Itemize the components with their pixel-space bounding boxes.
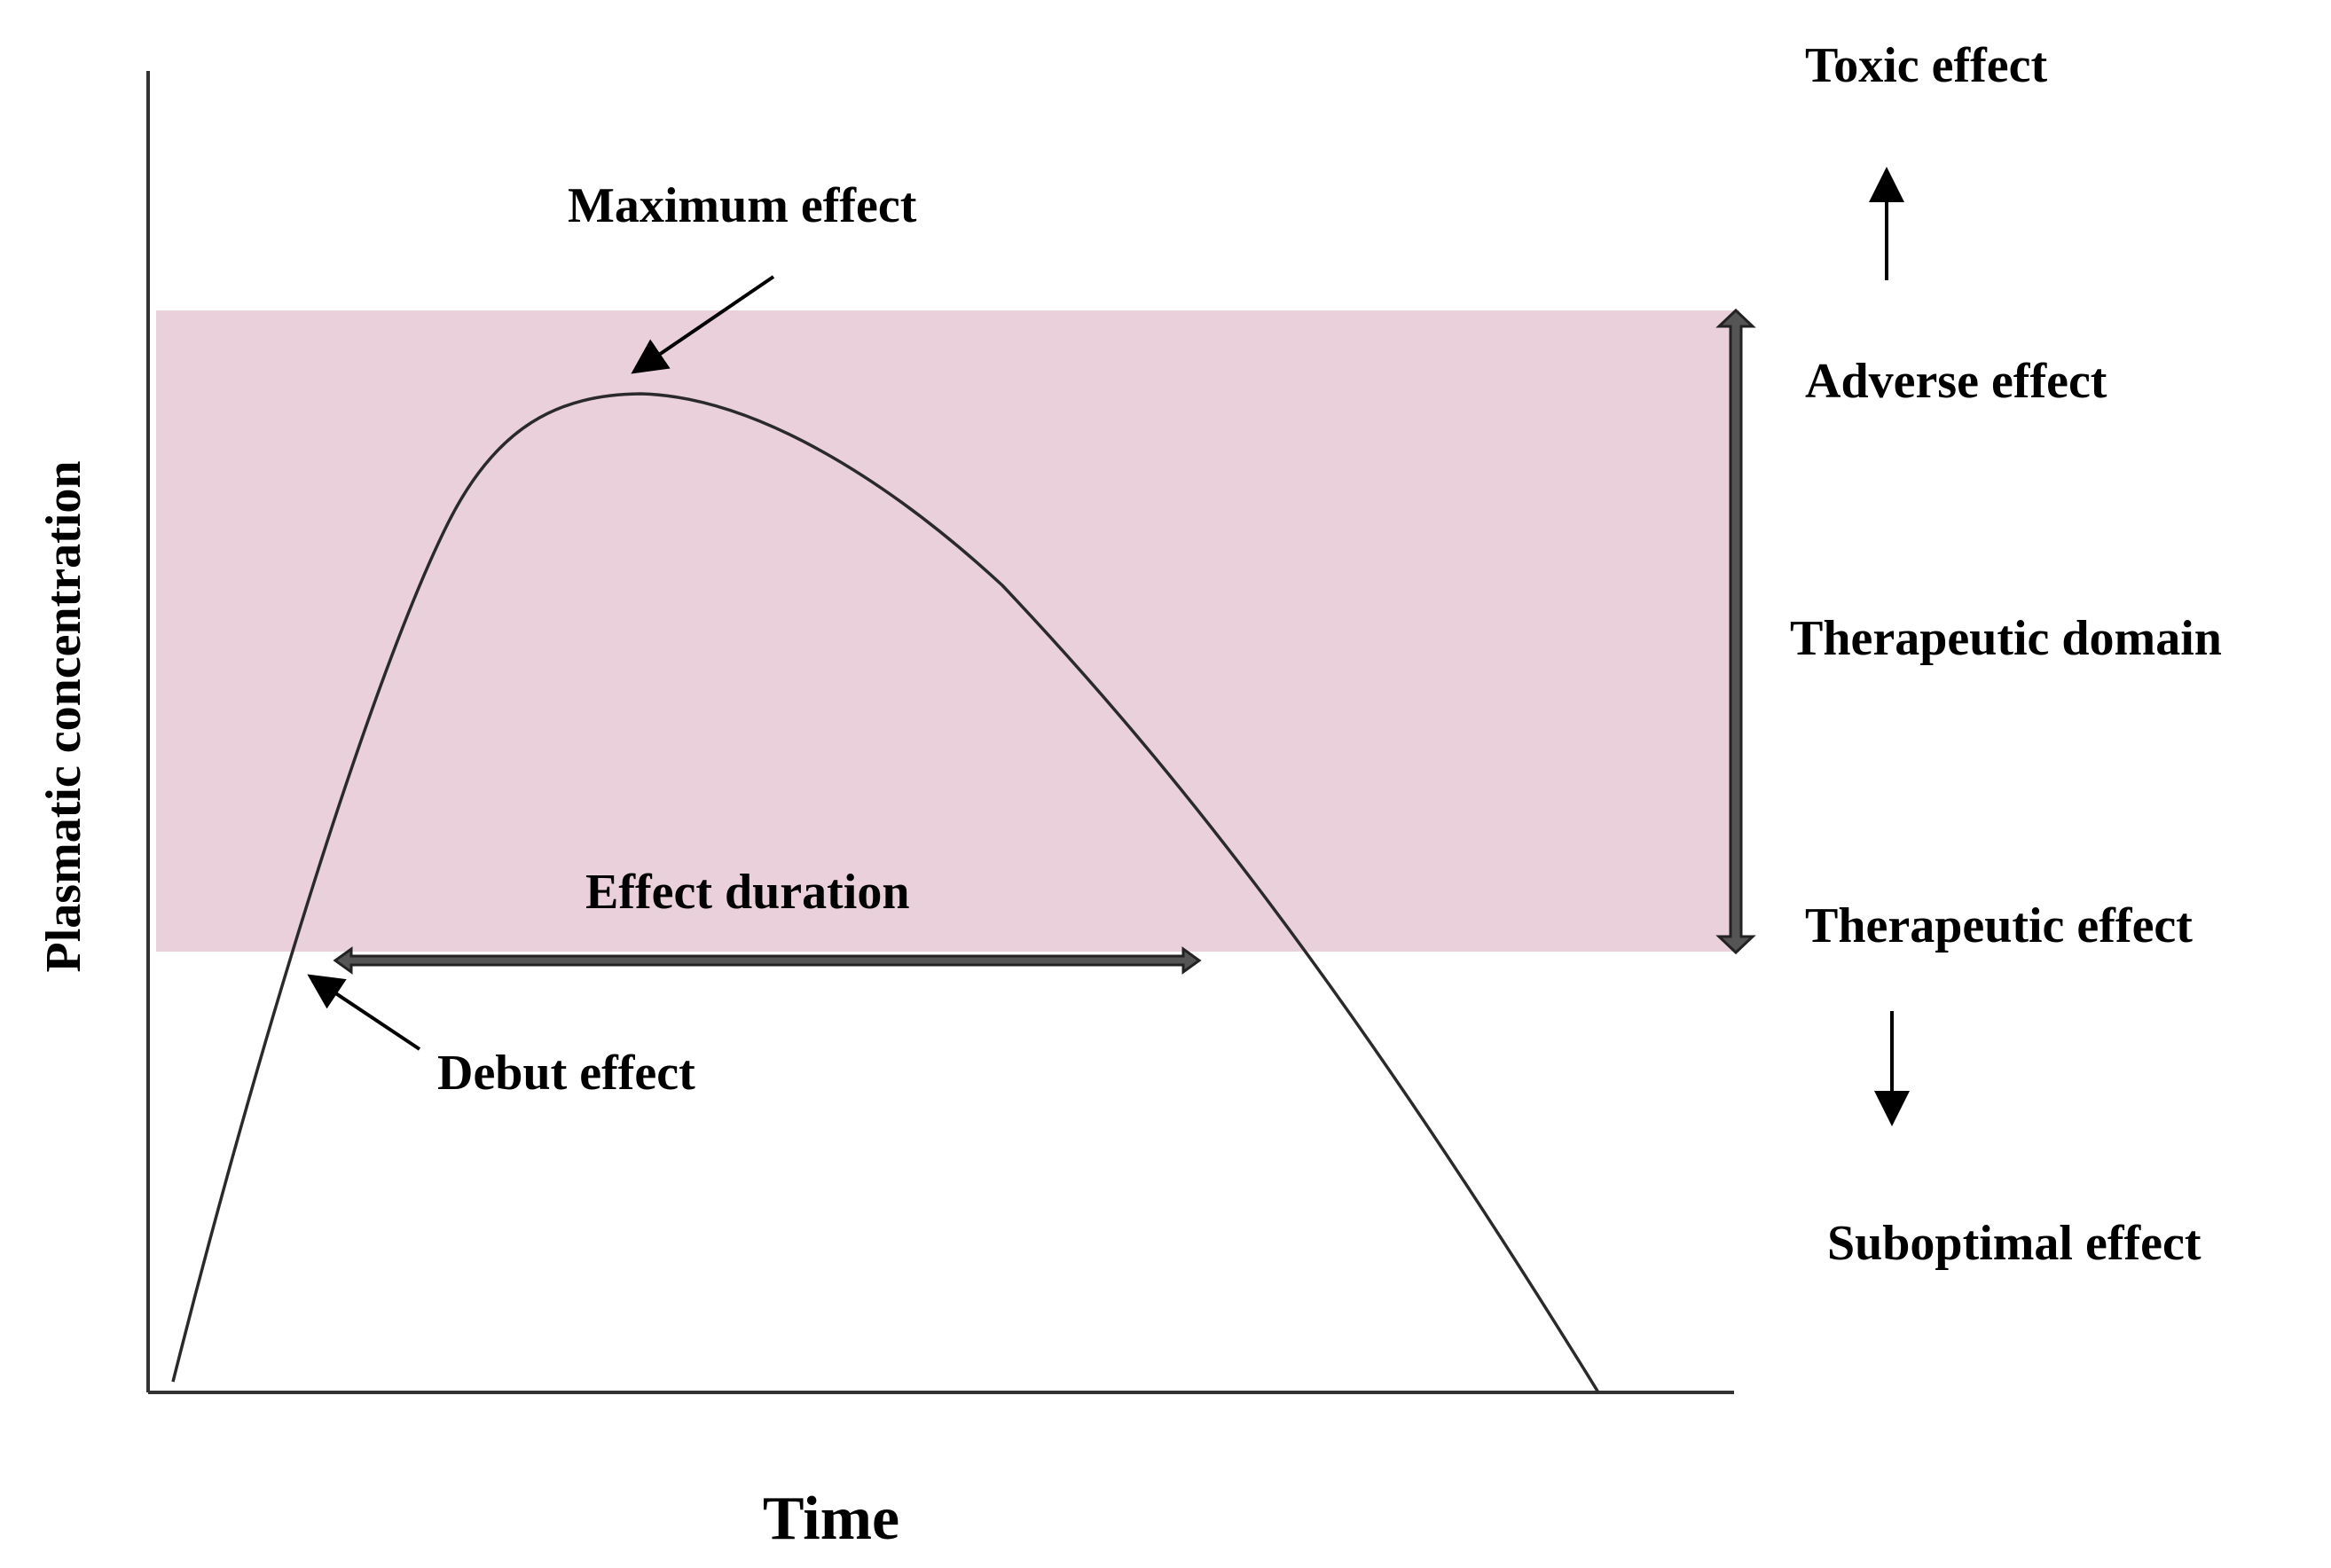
maximum-effect-label: Maximum effect — [568, 178, 917, 233]
therapeutic-domain-band — [156, 310, 1739, 952]
concentration-curve — [171, 392, 1600, 1393]
toxic-effect-label: Toxic effect — [1805, 38, 2047, 93]
debut-effect-label: Debut effect — [437, 1046, 695, 1101]
debut-effect-arrow — [307, 974, 421, 1051]
maximum-effect-arrow — [631, 275, 775, 374]
adverse-effect-label: Adverse effect — [1805, 354, 2107, 409]
therapeutic-effect-label: Therapeutic effect — [1805, 898, 2193, 953]
x-axis-label: Time — [763, 1485, 899, 1553]
therapeutic-range-double-arrow — [1715, 308, 1756, 955]
suboptimal-effect-label: Suboptimal effect — [1827, 1216, 2202, 1271]
therapeutic-domain-label: Therapeutic domain — [1790, 611, 2222, 666]
effect-duration-label: Effect duration — [585, 865, 910, 920]
y-axis-label: Plasmatic concentration — [36, 461, 91, 973]
effect-duration-double-arrow — [333, 946, 1202, 975]
